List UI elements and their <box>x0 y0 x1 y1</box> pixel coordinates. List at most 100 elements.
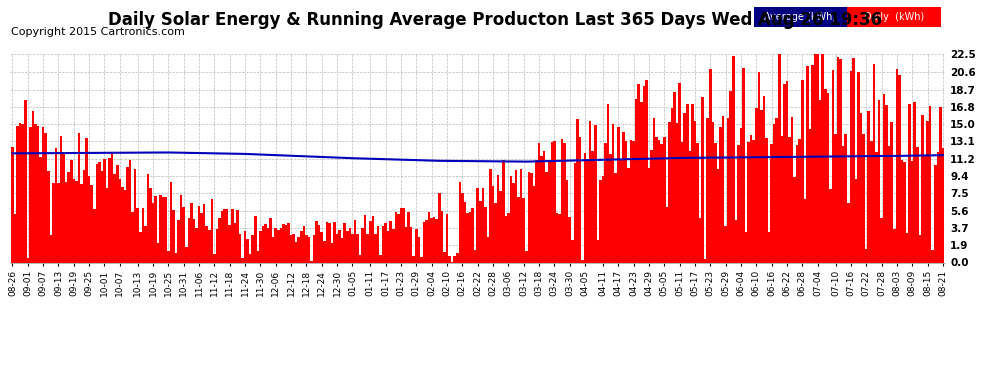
Bar <box>847 202 849 262</box>
Bar <box>840 59 842 262</box>
Bar <box>32 111 35 262</box>
Bar <box>814 54 817 262</box>
Bar <box>248 254 251 262</box>
Bar <box>468 212 471 262</box>
Bar <box>643 86 645 262</box>
Bar <box>640 102 643 262</box>
Bar <box>341 238 344 262</box>
Bar <box>203 204 206 262</box>
Bar <box>261 226 264 262</box>
Bar <box>206 226 208 262</box>
Bar <box>147 174 149 262</box>
Bar <box>566 180 568 262</box>
Bar <box>658 140 660 262</box>
Bar <box>940 107 941 262</box>
Bar <box>730 92 732 262</box>
Bar <box>346 231 348 262</box>
Bar <box>604 143 607 262</box>
Bar <box>670 108 673 262</box>
Bar <box>200 213 203 262</box>
Bar <box>292 234 295 262</box>
Bar <box>638 84 640 262</box>
Bar <box>875 152 878 262</box>
Bar <box>336 234 339 262</box>
Bar <box>903 162 906 262</box>
Bar <box>142 208 145 262</box>
Bar <box>744 232 747 262</box>
Bar <box>254 216 256 262</box>
Bar <box>888 146 890 262</box>
Bar <box>801 80 804 262</box>
Bar <box>428 212 431 262</box>
Bar <box>80 184 83 262</box>
Bar <box>883 94 885 262</box>
Bar <box>463 202 466 262</box>
Bar <box>735 220 738 262</box>
Bar <box>231 209 234 262</box>
Bar <box>98 162 101 262</box>
Bar <box>809 129 811 262</box>
Bar <box>295 242 297 262</box>
Bar <box>59 136 62 262</box>
Bar <box>793 177 796 262</box>
Bar <box>450 261 453 262</box>
Bar <box>466 213 468 262</box>
Bar <box>52 183 54 262</box>
Bar <box>647 168 650 262</box>
Bar <box>837 57 840 262</box>
Bar <box>364 215 366 262</box>
Bar <box>827 93 830 262</box>
Bar <box>921 115 924 262</box>
Bar <box>510 177 512 262</box>
Bar <box>224 209 226 262</box>
Bar <box>502 160 505 262</box>
Bar <box>65 182 67 262</box>
Bar <box>709 69 712 262</box>
Bar <box>909 104 911 262</box>
Bar <box>699 218 701 262</box>
Bar <box>287 223 290 262</box>
Bar <box>701 98 704 262</box>
Bar <box>719 127 722 262</box>
Bar <box>111 152 114 262</box>
Bar <box>906 233 909 262</box>
Bar <box>819 100 822 262</box>
Bar <box>441 211 444 262</box>
Bar <box>872 64 875 262</box>
Bar <box>865 249 867 262</box>
Bar <box>193 219 195 262</box>
Bar <box>681 141 683 262</box>
Bar <box>796 145 799 262</box>
Bar <box>129 160 132 262</box>
Bar <box>757 72 760 262</box>
Bar <box>770 144 773 262</box>
Bar <box>563 143 566 262</box>
Bar <box>461 193 463 262</box>
Bar <box>344 223 346 262</box>
Bar <box>77 133 80 262</box>
Bar <box>134 169 137 262</box>
Bar <box>239 234 242 262</box>
Bar <box>213 254 216 262</box>
Bar <box>676 123 678 262</box>
Bar <box>536 160 538 262</box>
Bar <box>773 124 775 262</box>
Bar <box>42 128 45 262</box>
Bar <box>108 158 111 262</box>
Bar <box>208 230 211 262</box>
Bar <box>725 226 727 262</box>
Bar <box>752 140 755 262</box>
Bar <box>822 54 824 262</box>
Bar <box>121 188 124 262</box>
Bar <box>571 240 573 262</box>
Bar <box>867 111 870 262</box>
Bar <box>914 102 916 262</box>
Bar <box>264 224 266 262</box>
Bar <box>860 113 862 262</box>
Bar <box>137 208 139 262</box>
Bar <box>316 221 318 262</box>
Bar <box>182 207 185 262</box>
Text: Daily  (kWh): Daily (kWh) <box>864 12 924 22</box>
Bar <box>54 148 57 262</box>
Bar <box>351 234 353 262</box>
